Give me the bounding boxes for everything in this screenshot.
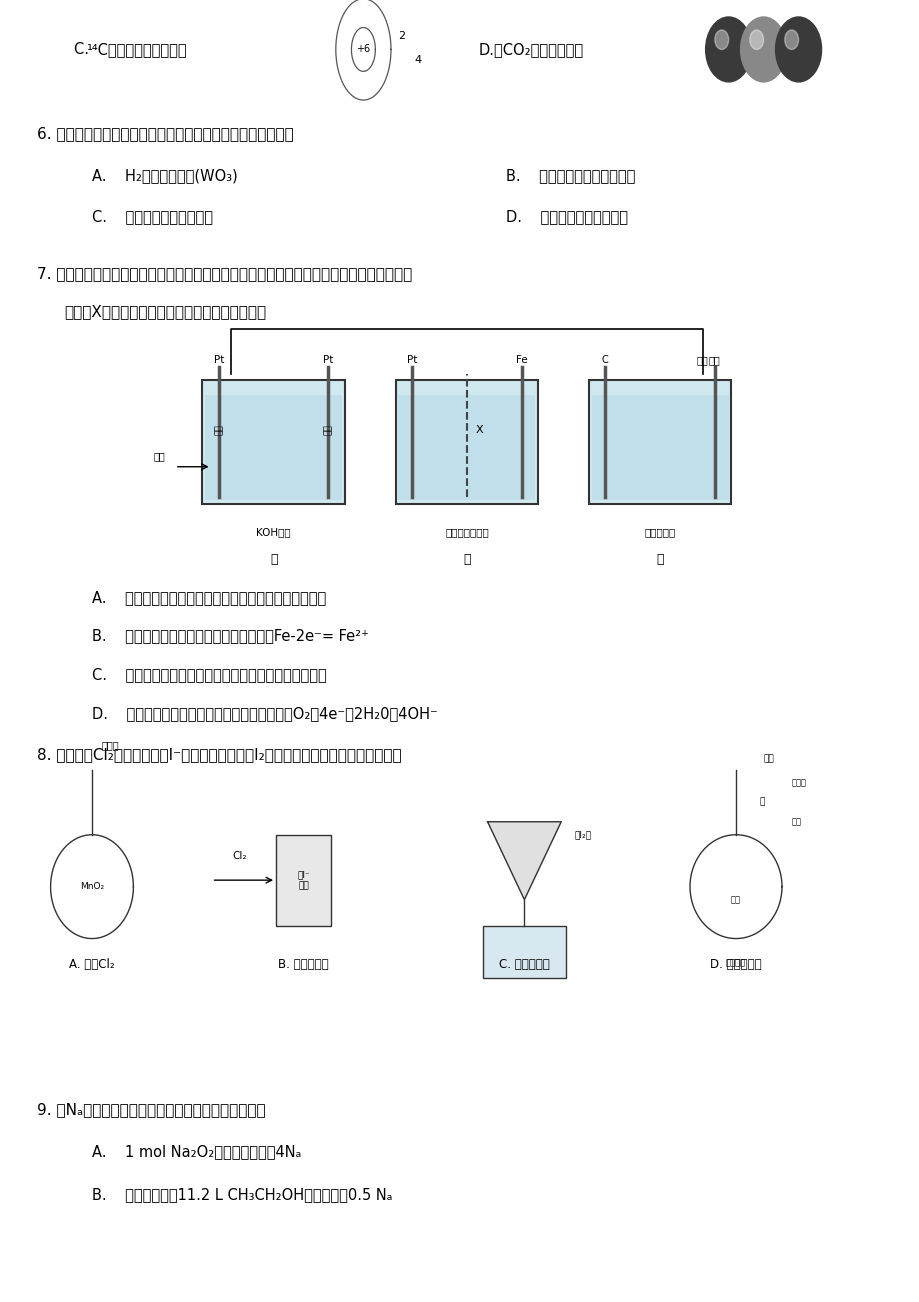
Text: 冷水: 冷水 xyxy=(763,754,774,763)
Text: 粗碘: 粗碘 xyxy=(731,894,740,904)
Text: B.    乙装置中铁电极为阴极，电极反应式为Fe-2e⁻= Fe²⁺: B. 乙装置中铁电极为阴极，电极反应式为Fe-2e⁻= Fe²⁺ xyxy=(92,629,369,643)
Text: 稀盐酸: 稀盐酸 xyxy=(101,741,119,750)
Bar xyxy=(395,380,538,504)
Text: A.    1 mol Na₂O₂固体中含有离子4Nₐ: A. 1 mol Na₂O₂固体中含有离子4Nₐ xyxy=(92,1144,301,1159)
Bar xyxy=(588,380,731,504)
Text: 粗铜: 粗铜 xyxy=(709,355,720,365)
Text: 9. 用Nₐ表示阿伏加德罗常数的值，下列叙述正确的是: 9. 用Nₐ表示阿伏加德罗常数的值，下列叙述正确的是 xyxy=(37,1103,266,1117)
Text: C. 过滤出粗碘: C. 过滤出粗碘 xyxy=(498,958,550,971)
Text: 含I⁻
废液: 含I⁻ 废液 xyxy=(297,871,310,889)
Text: Cl₂: Cl₂ xyxy=(232,850,246,861)
Text: 氢气: 氢气 xyxy=(214,424,223,435)
Text: 精铜: 精铜 xyxy=(697,355,708,365)
Bar xyxy=(202,380,345,504)
Circle shape xyxy=(740,17,786,82)
Text: D.    过氧化钠吸收二氧化碳: D. 过氧化钠吸收二氧化碳 xyxy=(505,210,628,224)
Text: 7. 如下图所示，某同学设计了一个燃料电池并探究氯碱工业原理和粗铜的精炼原理，其中乙: 7. 如下图所示，某同学设计了一个燃料电池并探究氯碱工业原理和粗铜的精炼原理，其… xyxy=(37,267,412,281)
Circle shape xyxy=(784,30,798,49)
Bar xyxy=(276,835,331,926)
Text: B.    铝与氧化铁发生铝热反应: B. 铝与氧化铁发生铝热反应 xyxy=(505,168,635,182)
Text: ¹⁴C的原子结构示意图：: ¹⁴C的原子结构示意图： xyxy=(87,42,187,57)
Text: C: C xyxy=(601,355,608,365)
Text: Pt: Pt xyxy=(406,355,417,365)
Text: 升华碘: 升华碘 xyxy=(790,779,805,788)
Text: 硫酸铜溶液: 硫酸铜溶液 xyxy=(644,527,675,538)
Text: X: X xyxy=(476,424,483,435)
Text: 含I₂液: 含I₂液 xyxy=(574,831,591,840)
Text: MnO₂: MnO₂ xyxy=(80,883,104,891)
Text: 装置中X为阳离子交换膜。下列有关说法正确的是: 装置中X为阳离子交换膜。下列有关说法正确的是 xyxy=(64,305,267,319)
Text: B. 氧化碘离子: B. 氧化碘离子 xyxy=(278,958,329,971)
Text: D.    通入氧气的一极为正极，发生的电极反应为O₂－4e⁻＋2H₂0＝4OH⁻: D. 通入氧气的一极为正极，发生的电极反应为O₂－4e⁻＋2H₂0＝4OH⁻ xyxy=(92,707,437,721)
Bar xyxy=(482,926,565,978)
Bar xyxy=(398,395,535,500)
Text: B.    标准状况下，11.2 L CH₃CH₂OH中含有分子0.5 Nₐ: B. 标准状况下，11.2 L CH₃CH₂OH中含有分子0.5 Nₐ xyxy=(92,1186,391,1202)
Text: Pt: Pt xyxy=(323,355,334,365)
Text: 粗碘: 粗碘 xyxy=(790,818,800,827)
Bar xyxy=(591,395,728,500)
Text: 2: 2 xyxy=(398,31,405,42)
Polygon shape xyxy=(487,822,561,900)
Text: 乙: 乙 xyxy=(462,553,471,566)
Text: Pt: Pt xyxy=(213,355,224,365)
Text: 饱和氯化钠溶液: 饱和氯化钠溶液 xyxy=(445,527,488,538)
Text: +6: +6 xyxy=(356,44,370,55)
Text: A.    H₂还原三氧化钨(WO₃): A. H₂还原三氧化钨(WO₃) xyxy=(92,168,237,182)
Text: A.    反应一段时间后，乙装置中生成的氢氧化钠在铁极区: A. 反应一段时间后，乙装置中生成的氢氧化钠在铁极区 xyxy=(92,590,326,604)
Text: 氢气: 氢气 xyxy=(153,452,165,461)
Text: 8. 下列制取Cl₂，用其氧化含I⁻废液，回收并提纯I₂的装置和原理能达到实验目的的是: 8. 下列制取Cl₂，用其氧化含I⁻废液，回收并提纯I₂的装置和原理能达到实验目… xyxy=(37,747,401,762)
Circle shape xyxy=(714,30,728,49)
Circle shape xyxy=(749,30,763,49)
Text: 甲醇: 甲醇 xyxy=(323,424,333,435)
Text: Fe: Fe xyxy=(516,355,527,365)
Text: C.    反应一段时间后，丙装置中硫酸铜溶液浓度保持不变: C. 反应一段时间后，丙装置中硫酸铜溶液浓度保持不变 xyxy=(92,668,326,682)
Text: 丙: 丙 xyxy=(655,553,664,566)
Text: C.: C. xyxy=(74,42,102,57)
Text: 甲: 甲 xyxy=(269,553,278,566)
Bar xyxy=(205,395,342,500)
Text: A. 制取Cl₂: A. 制取Cl₂ xyxy=(69,958,115,971)
Text: 水: 水 xyxy=(758,798,764,807)
Text: 6. 在一定条件下发生下列反应，其中反应后固体质量增重的是: 6. 在一定条件下发生下列反应，其中反应后固体质量增重的是 xyxy=(37,126,293,142)
Text: D.．CO₂的球棍模型：: D.．CO₂的球棍模型： xyxy=(478,42,583,57)
Text: C.    锌粒投入硫酸铁溶液中: C. 锌粒投入硫酸铁溶液中 xyxy=(92,210,213,224)
Circle shape xyxy=(705,17,751,82)
Text: 4: 4 xyxy=(414,55,421,65)
Text: D. 升华提纯碘: D. 升华提纯碘 xyxy=(709,958,761,971)
Text: 水浴加热: 水浴加热 xyxy=(725,958,745,967)
Text: KOH溶液: KOH溶液 xyxy=(256,527,290,538)
Circle shape xyxy=(775,17,821,82)
